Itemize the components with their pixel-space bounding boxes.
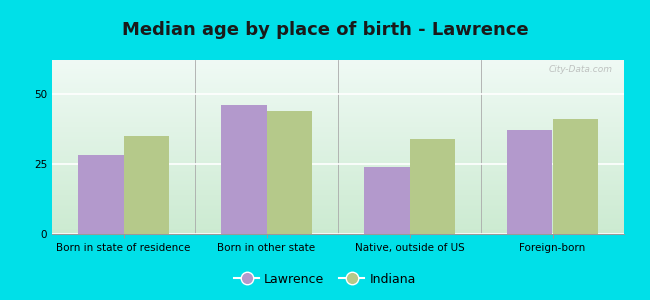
Legend: Lawrence, Indiana: Lawrence, Indiana bbox=[229, 268, 421, 291]
Bar bbox=[364, 167, 410, 234]
Bar bbox=[410, 139, 455, 234]
Bar bbox=[552, 119, 598, 234]
Text: Median age by place of birth - Lawrence: Median age by place of birth - Lawrence bbox=[122, 21, 528, 39]
Bar bbox=[78, 155, 124, 234]
Text: City-Data.com: City-Data.com bbox=[549, 65, 612, 74]
Bar bbox=[221, 105, 266, 234]
Bar bbox=[507, 130, 552, 234]
Bar bbox=[266, 110, 312, 234]
Bar bbox=[124, 136, 169, 234]
